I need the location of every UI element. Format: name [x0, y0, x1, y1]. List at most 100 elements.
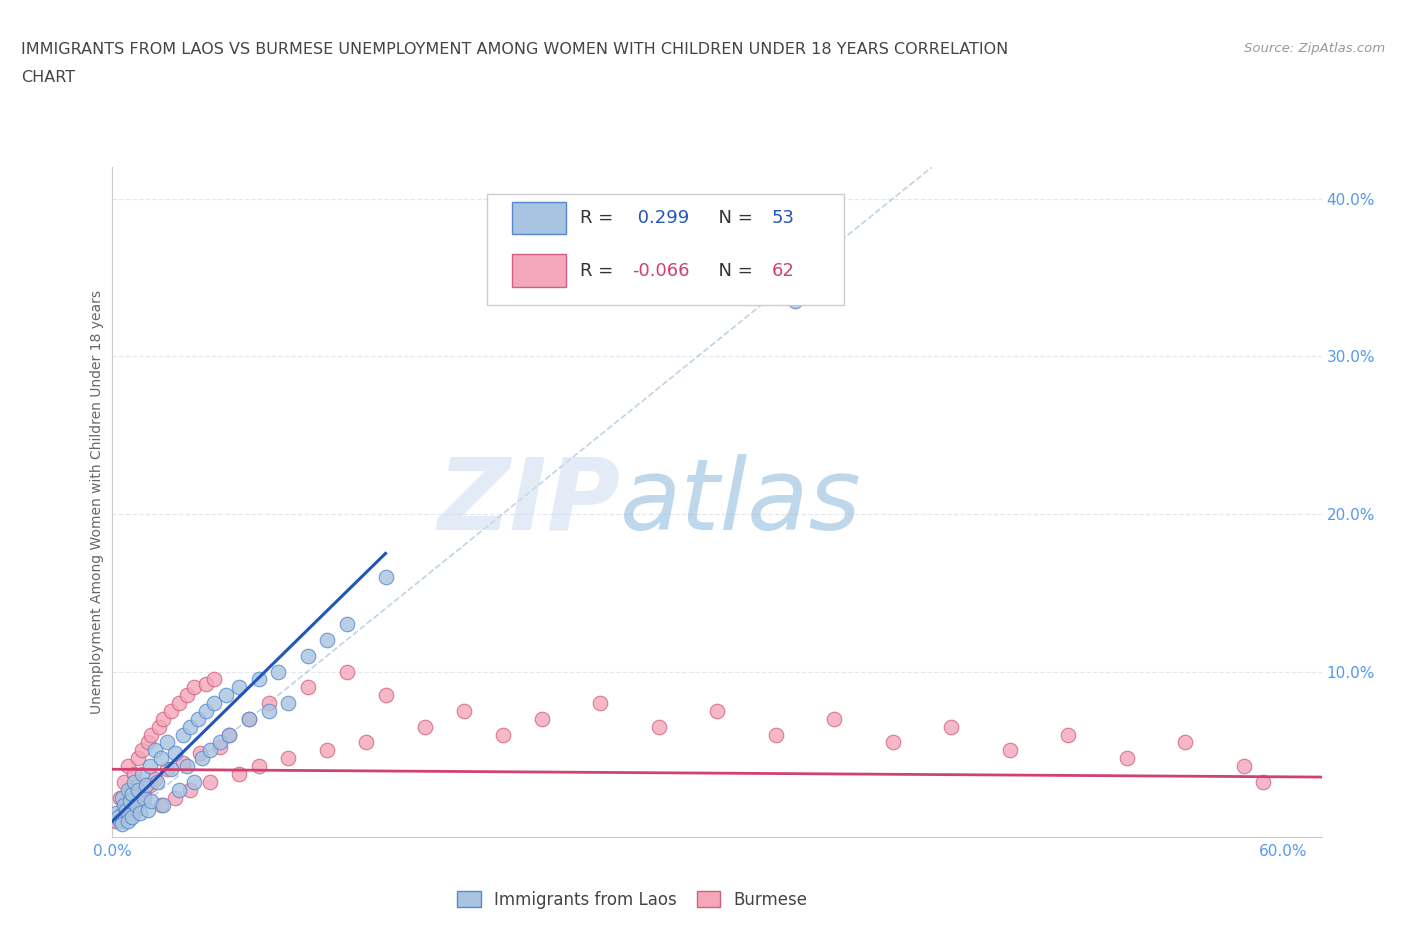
Point [167, 782, 190, 797]
Point [115, 803, 138, 817]
Point [128, 806, 150, 821]
Point [125, 803, 148, 817]
Point [765, 727, 787, 742]
Text: 62: 62 [772, 261, 794, 280]
Text: CHART: CHART [21, 70, 75, 85]
Point [105, 806, 128, 821]
Point [530, 711, 553, 726]
Point [176, 688, 198, 703]
Point [111, 790, 134, 805]
Point [316, 632, 339, 647]
Text: N =: N = [707, 209, 759, 227]
Point [110, 814, 132, 829]
Point [257, 696, 280, 711]
FancyBboxPatch shape [512, 202, 565, 234]
Point [117, 759, 139, 774]
Point [647, 719, 669, 734]
Point [172, 727, 194, 742]
Point [491, 727, 513, 742]
Point [118, 809, 141, 824]
Point [118, 793, 141, 808]
Y-axis label: Unemployment Among Women with Children Under 18 years: Unemployment Among Women with Children U… [90, 290, 104, 714]
Text: N =: N = [707, 261, 759, 280]
Text: 0.299: 0.299 [633, 209, 690, 227]
Point [183, 680, 205, 695]
Point [247, 759, 270, 774]
Point [823, 711, 845, 726]
Point [167, 696, 190, 711]
FancyBboxPatch shape [488, 194, 844, 305]
Point [125, 798, 148, 813]
Text: -0.066: -0.066 [633, 261, 690, 280]
Point [208, 739, 231, 754]
Point [335, 664, 357, 679]
Point [1174, 735, 1197, 750]
Point [453, 703, 475, 718]
Point [160, 762, 183, 777]
Point [297, 680, 319, 695]
FancyBboxPatch shape [512, 255, 565, 286]
Point [316, 743, 339, 758]
Point [238, 711, 260, 726]
Point [152, 798, 174, 813]
Point [131, 743, 153, 758]
Point [172, 755, 194, 770]
Point [150, 798, 173, 813]
Legend: Immigrants from Laos, Burmese: Immigrants from Laos, Burmese [451, 884, 814, 916]
Text: 53: 53 [772, 209, 794, 227]
Point [145, 743, 167, 758]
Point [136, 735, 159, 750]
Point [163, 746, 186, 761]
Point [195, 677, 218, 692]
Point [179, 719, 201, 734]
Point [374, 688, 396, 703]
Text: R =: R = [581, 261, 620, 280]
Point [783, 294, 806, 309]
Point [131, 766, 153, 781]
Point [127, 751, 149, 765]
Point [117, 782, 139, 797]
Point [188, 746, 211, 761]
Point [183, 775, 205, 790]
Point [127, 782, 149, 797]
Point [1251, 775, 1274, 790]
Point [135, 777, 157, 792]
Point [589, 696, 612, 711]
Point [706, 703, 728, 718]
Point [208, 735, 231, 750]
Point [257, 703, 280, 718]
Point [148, 719, 170, 734]
Point [122, 775, 145, 790]
Point [163, 790, 186, 805]
Point [121, 809, 143, 824]
Point [122, 766, 145, 781]
Point [112, 798, 135, 813]
Point [228, 680, 250, 695]
Point [136, 803, 159, 817]
Text: IMMIGRANTS FROM LAOS VS BURMESE UNEMPLOYMENT AMONG WOMEN WITH CHILDREN UNDER 18 : IMMIGRANTS FROM LAOS VS BURMESE UNEMPLOY… [21, 42, 1008, 57]
Point [112, 775, 135, 790]
Point [1233, 759, 1256, 774]
Point [218, 727, 240, 742]
Point [218, 727, 240, 742]
Point [191, 751, 214, 765]
Point [138, 759, 160, 774]
Point [198, 743, 221, 758]
Point [132, 790, 155, 805]
Point [107, 809, 129, 824]
Text: R =: R = [581, 209, 620, 227]
Point [156, 762, 179, 777]
Point [1115, 751, 1137, 765]
Point [115, 798, 138, 813]
Point [198, 775, 221, 790]
Point [145, 771, 167, 786]
Text: atlas: atlas [620, 454, 862, 551]
Point [882, 735, 904, 750]
Point [111, 806, 134, 821]
Point [195, 703, 218, 718]
Point [297, 648, 319, 663]
Point [202, 696, 225, 711]
Point [247, 672, 270, 687]
Point [277, 696, 299, 711]
Point [277, 751, 299, 765]
